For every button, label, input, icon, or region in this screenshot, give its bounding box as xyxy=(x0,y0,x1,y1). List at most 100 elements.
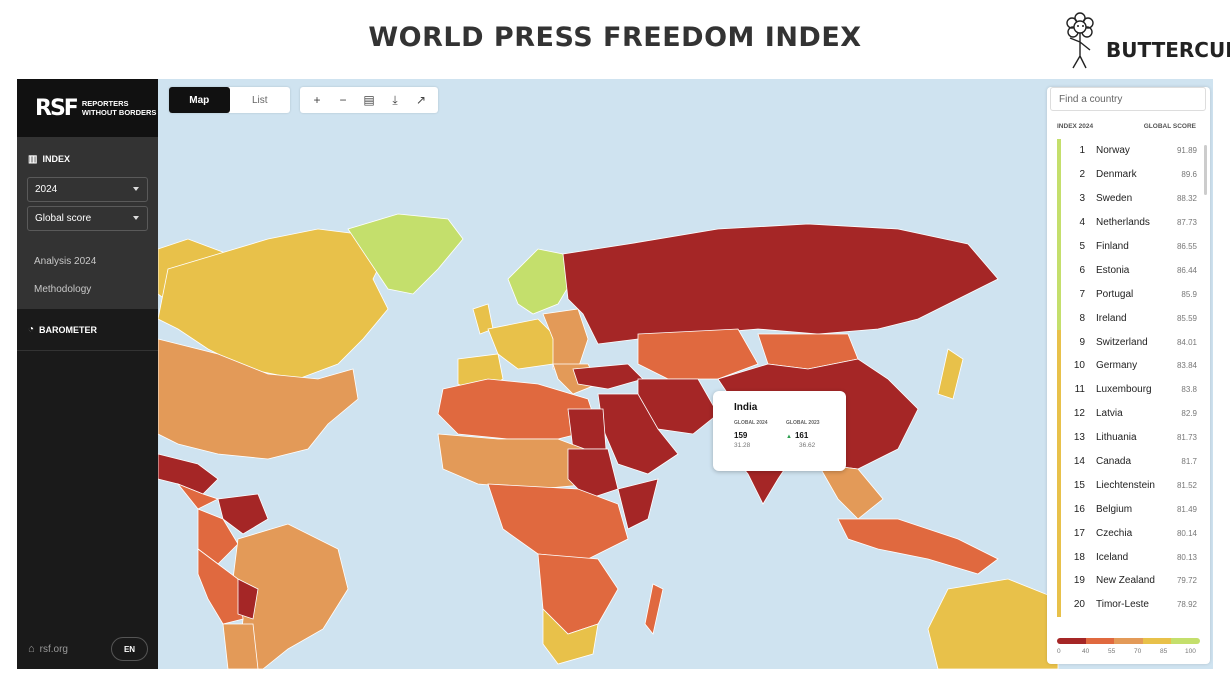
analysis-link[interactable]: Analysis 2024 xyxy=(34,255,97,267)
rsf-logo-text: REPORTERS WITHOUT BORDERS xyxy=(82,99,157,117)
ranking-row[interactable]: 14 Canada 81.7 xyxy=(1047,449,1210,474)
tooltip-score-2023: 36.62 xyxy=(799,442,816,449)
score-color-bar xyxy=(1057,306,1061,331)
map-region-egypt xyxy=(567,408,607,450)
ranking-list[interactable]: 1 Norway 91.89 2 Denmark 89.6 3 Sweden 88.32 4 Net… xyxy=(1047,139,1210,619)
logo-line-1: REPORTERS xyxy=(81,99,129,108)
ranking-row[interactable]: 7 Portugal 85.9 xyxy=(1047,282,1210,307)
score-select-value: Global score xyxy=(35,213,92,224)
country-score: 85.9 xyxy=(1181,289,1197,299)
ranking-row[interactable]: 5 Finland 86.55 xyxy=(1047,234,1210,259)
bar-chart-icon: ▥ xyxy=(28,153,38,165)
barometer-nav[interactable]: ◔ BAROMETER xyxy=(17,309,158,351)
rank-number: 1 xyxy=(1079,145,1085,157)
score-color-bar xyxy=(1057,186,1061,211)
rsf-logo[interactable]: RSF REPORTERS WITHOUT BORDERS xyxy=(17,79,158,137)
rsf-site-link[interactable]: ⌂ rsf.org xyxy=(28,643,68,655)
ranking-row[interactable]: 13 Lithuania 81.73 xyxy=(1047,425,1210,450)
country-score: 80.13 xyxy=(1176,552,1197,562)
map-region-peru xyxy=(197,548,244,625)
rank-number: 9 xyxy=(1079,336,1085,348)
map-region-central-africa xyxy=(487,483,629,560)
ranking-row[interactable]: 1 Norway 91.89 xyxy=(1047,139,1210,163)
ranking-row[interactable]: 6 Estonia 86.44 xyxy=(1047,258,1210,283)
country-name: Sweden xyxy=(1096,193,1133,205)
score-color-bar xyxy=(1057,545,1061,570)
ranking-panel: Find a country INDEX 2024 GLOBAL SCORE 1… xyxy=(1047,87,1210,664)
country-name: Czechia xyxy=(1096,527,1133,539)
ranking-row[interactable]: 9 Switzerland 84.01 xyxy=(1047,330,1210,355)
country-name: Iceland xyxy=(1096,551,1129,563)
ranking-row[interactable]: 10 Germany 83.84 xyxy=(1047,354,1210,378)
zoom-out-icon[interactable]: − xyxy=(339,93,347,107)
ranking-row[interactable]: 18 Iceland 80.13 xyxy=(1047,545,1210,570)
year-select-value: 2024 xyxy=(35,184,58,195)
map-toolbar: + − ▤ ⤓ ↗ xyxy=(300,87,438,113)
rsf-logo-mark: RSF xyxy=(35,95,79,121)
ranking-row[interactable]: 2 Denmark 89.6 xyxy=(1047,162,1210,187)
buttercup-logo: BUTTERCUP xyxy=(1058,8,1230,76)
ranking-row[interactable]: 16 Belgium 81.49 xyxy=(1047,497,1210,522)
score-color-bar xyxy=(1057,401,1061,426)
tooltip-rank-2023: 161 xyxy=(794,431,809,440)
arrow-up-icon: ▲ xyxy=(786,434,792,440)
ranking-row[interactable]: 20 Timor-Leste 78.92 xyxy=(1047,592,1210,617)
ranking-row[interactable]: 19 New Zealand 79.72 xyxy=(1047,569,1210,593)
country-name: Latvia xyxy=(1096,408,1123,420)
ranking-row[interactable]: 17 Czechia 80.14 xyxy=(1047,521,1210,546)
country-score: 84.01 xyxy=(1176,337,1197,347)
zoom-in-icon[interactable]: + xyxy=(313,93,321,107)
score-color-bar xyxy=(1057,449,1061,474)
map-region-turkey xyxy=(572,363,644,390)
map-region-south-africa xyxy=(542,608,599,665)
country-name: Timor-Leste xyxy=(1096,599,1149,611)
rank-number: 8 xyxy=(1079,312,1085,324)
country-score: 78.92 xyxy=(1176,600,1197,610)
country-name: Netherlands xyxy=(1096,217,1150,229)
ranking-row[interactable]: 12 Latvia 82.9 xyxy=(1047,401,1210,426)
map-region-australia xyxy=(927,578,1059,669)
map-region-bolivia xyxy=(237,578,259,620)
rank-number: 18 xyxy=(1073,551,1085,563)
legend-tick: 55 xyxy=(1108,648,1116,655)
legend-ticks: 0 40 55 70 85 100 xyxy=(1057,648,1200,658)
rank-number: 7 xyxy=(1079,288,1085,300)
ranking-row[interactable]: 8 Ireland 85.59 xyxy=(1047,306,1210,331)
score-color-bar xyxy=(1057,282,1061,307)
index-section: ▥ INDEX 2024 Global score Analysis 2024 … xyxy=(17,137,158,309)
scrollbar[interactable] xyxy=(1204,145,1207,195)
ranking-row[interactable]: 11 Luxembourg 83.8 xyxy=(1047,377,1210,402)
map-region-arabia xyxy=(597,393,679,475)
country-search-input[interactable]: Find a country xyxy=(1050,87,1206,111)
ranking-row[interactable]: 3 Sweden 88.32 xyxy=(1047,186,1210,211)
share-icon[interactable]: ↗ xyxy=(415,93,427,107)
ranking-row[interactable]: 4 Netherlands 87.73 xyxy=(1047,210,1210,235)
country-name: Liechtenstein xyxy=(1096,479,1155,491)
world-map[interactable] xyxy=(158,79,1213,669)
map-region-southeast-asia xyxy=(817,463,884,520)
list-view-button[interactable]: List xyxy=(251,94,268,106)
rsf-site-label: rsf.org xyxy=(39,643,68,655)
tooltip-label-2024: GLOBAL 2024 xyxy=(734,420,768,426)
download-icon[interactable]: ⤓ xyxy=(392,92,398,107)
map-region-greenland xyxy=(347,213,464,295)
pdf-icon[interactable]: ▤ xyxy=(363,93,375,107)
index-header[interactable]: ▥ INDEX xyxy=(17,151,158,167)
sidebar: RSF REPORTERS WITHOUT BORDERS ▥ INDEX 20… xyxy=(17,79,158,669)
rank-number: 16 xyxy=(1073,503,1085,515)
language-button[interactable]: EN xyxy=(111,637,148,661)
score-select[interactable]: Global score xyxy=(27,206,148,231)
rank-number: 20 xyxy=(1073,599,1085,611)
sidebar-footer: ⌂ rsf.org EN xyxy=(17,629,158,669)
index-column-label: INDEX 2024 xyxy=(1057,123,1094,130)
ranking-row[interactable]: 15 Liechtenstein 81.52 xyxy=(1047,473,1210,498)
tooltip-score-2024: 31.28 xyxy=(734,442,751,449)
gauge-icon: ◔ xyxy=(28,324,35,335)
country-name: Germany xyxy=(1096,360,1138,372)
methodology-link[interactable]: Methodology xyxy=(34,283,92,295)
map-region-japan xyxy=(937,348,964,400)
map-view-button[interactable]: Map xyxy=(169,87,230,113)
year-select[interactable]: 2024 xyxy=(27,177,148,202)
country-score: 91.89 xyxy=(1176,146,1197,156)
country-name: Lithuania xyxy=(1096,432,1137,444)
